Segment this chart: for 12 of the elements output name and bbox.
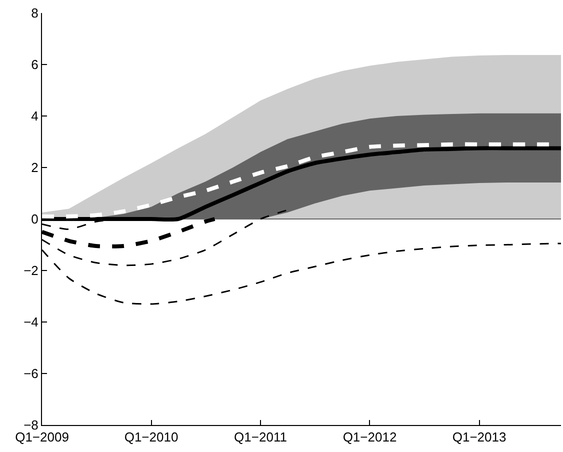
y-tick-label: 4 <box>31 108 38 124</box>
y-tick-label: −4 <box>24 314 38 330</box>
y-tick-label: 6 <box>31 57 38 72</box>
y-tick-label: −2 <box>24 263 38 278</box>
y-tick-label: −6 <box>24 366 38 382</box>
x-tick-label: Q1−2013 <box>452 430 506 445</box>
y-tick-label: 2 <box>31 160 38 176</box>
x-tick-label: Q1−2011 <box>234 430 287 445</box>
y-tick-label: 0 <box>31 212 38 227</box>
x-tick-label: Q1−2012 <box>342 430 397 445</box>
y-tick-label: 8 <box>31 6 38 21</box>
x-tick-label: Q1−2010 <box>124 430 178 445</box>
